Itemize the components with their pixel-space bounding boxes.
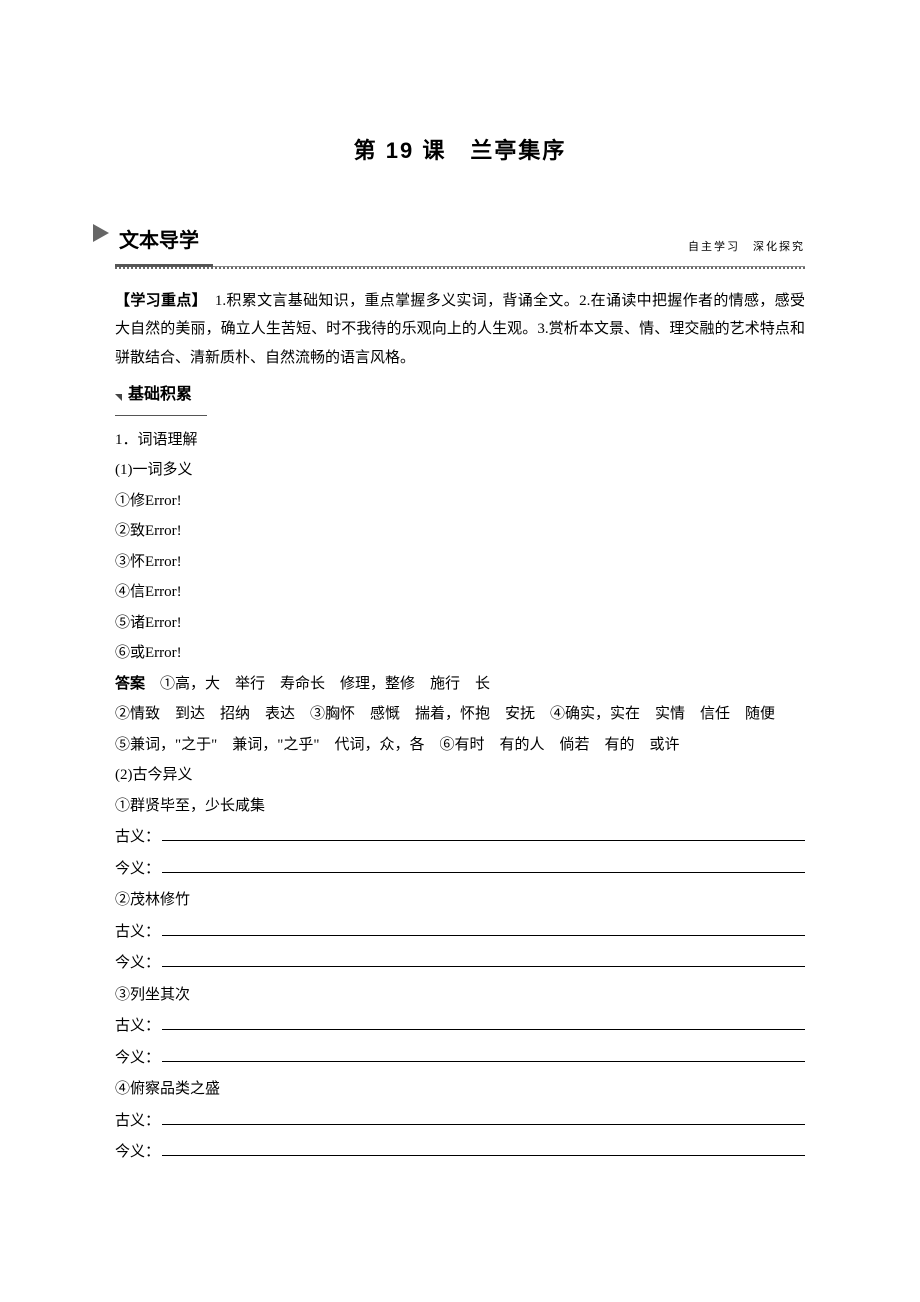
blank-label: 今义： <box>115 855 160 884</box>
blank-row: 古义： <box>115 1107 805 1136</box>
blank-line[interactable] <box>162 1047 805 1062</box>
blank-row: 今义： <box>115 1138 805 1167</box>
polysemy-item: ④信Error! <box>115 578 805 607</box>
blank-line[interactable] <box>162 952 805 967</box>
q1-heading: 1．词语理解 <box>115 426 805 455</box>
objectives-text: 1.积累文言基础知识，重点掌握多义实词，背诵全文。2.在诵读中把握作者的情感，感… <box>115 293 805 366</box>
blank-line[interactable] <box>162 921 805 936</box>
section-underline <box>115 266 805 269</box>
answer-lead: 答案 <box>115 675 145 692</box>
blank-line[interactable] <box>162 1110 805 1125</box>
objectives-lead: 【学习重点】 <box>115 292 200 309</box>
blank-label: 古义： <box>115 1107 160 1136</box>
sub-section-label: 基础积累 <box>128 380 192 412</box>
section-header: 文本导学 自主学习 深化探究 <box>115 222 805 260</box>
gjy-prompt: ①群贤毕至，少长咸集 <box>115 792 805 821</box>
blank-label: 今义： <box>115 1138 160 1167</box>
triangle-icon <box>115 394 122 401</box>
blank-label: 古义： <box>115 918 160 947</box>
polysemy-item: ②致Error! <box>115 517 805 546</box>
section-sub-label: 自主学习 深化探究 <box>688 237 805 260</box>
polysemy-item: ③怀Error! <box>115 548 805 577</box>
sub-section-underline <box>115 415 207 416</box>
answer-line-2: ②情致 到达 招纳 表达 ③胸怀 感慨 揣着，怀抱 安抚 ④确实，实在 实情 信… <box>115 700 805 729</box>
blank-label: 古义： <box>115 823 160 852</box>
gjy-prompt: ②茂林修竹 <box>115 886 805 915</box>
polysemy-item: ①修Error! <box>115 487 805 516</box>
answer-line-3: ⑤兼词，"之于" 兼词，"之乎" 代词，众，各 ⑥有时 有的人 倘若 有的 或许 <box>115 731 805 760</box>
blank-row: 古义： <box>115 918 805 947</box>
section-main-label: 文本导学 <box>115 222 203 260</box>
gjy-prompt: ③列坐其次 <box>115 981 805 1010</box>
blank-line[interactable] <box>162 1141 805 1156</box>
polysemy-item: ⑤诸Error! <box>115 609 805 638</box>
q1b-heading: (2)古今异义 <box>115 761 805 790</box>
lesson-title: 第 19 课 兰亭集序 <box>115 130 805 172</box>
blank-label: 今义： <box>115 1044 160 1073</box>
blank-row: 今义： <box>115 855 805 884</box>
gjy-prompt: ④俯察品类之盛 <box>115 1075 805 1104</box>
q1a-heading: (1)一词多义 <box>115 456 805 485</box>
blank-row: 今义： <box>115 949 805 978</box>
learning-objectives: 【学习重点】 1.积累文言基础知识，重点掌握多义实词，背诵全文。2.在诵读中把握… <box>115 287 805 373</box>
blank-row: 古义： <box>115 823 805 852</box>
sub-section-header: 基础积累 <box>115 380 805 412</box>
blank-line[interactable] <box>162 826 805 841</box>
blank-row: 今义： <box>115 1044 805 1073</box>
blank-line[interactable] <box>162 858 805 873</box>
answer-text: ①高，大 举行 寿命长 修理，整修 施行 长 <box>145 676 490 692</box>
blank-label: 古义： <box>115 1012 160 1041</box>
blank-label: 今义： <box>115 949 160 978</box>
answer-line-1: 答案 ①高，大 举行 寿命长 修理，整修 施行 长 <box>115 670 805 699</box>
blank-line[interactable] <box>162 1015 805 1030</box>
blank-row: 古义： <box>115 1012 805 1041</box>
polysemy-item: ⑥或Error! <box>115 639 805 668</box>
